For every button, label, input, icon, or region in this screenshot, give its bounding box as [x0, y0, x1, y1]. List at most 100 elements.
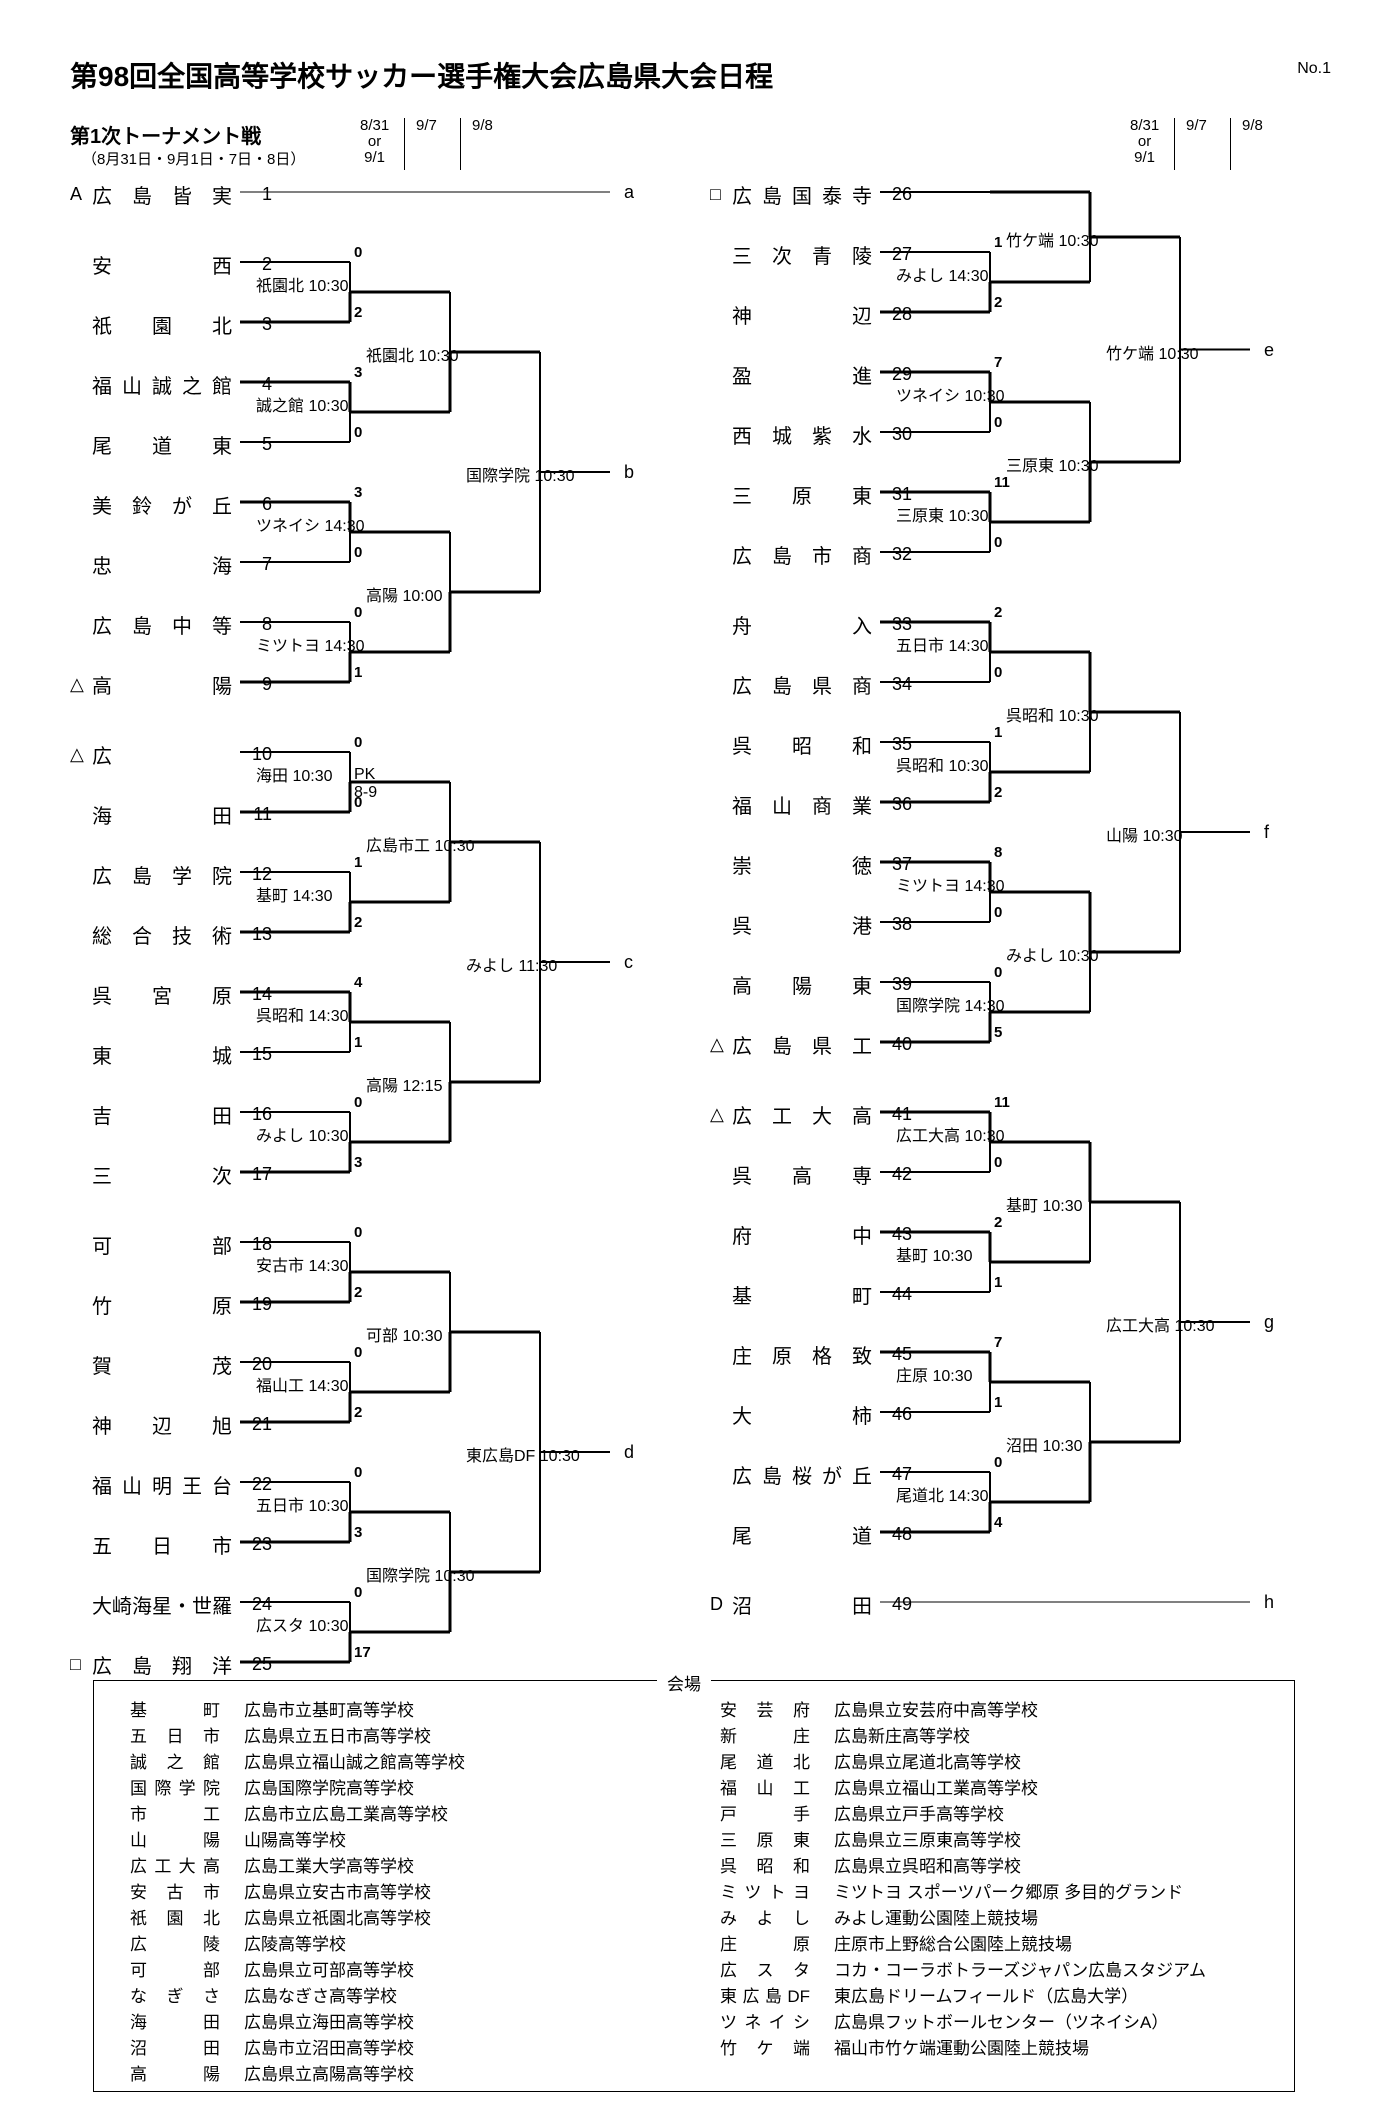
score: 1	[354, 854, 362, 871]
match-venue: 安古市 14:30	[256, 1252, 349, 1276]
venue-row: 三原東広島県立三原東高等学校	[720, 1828, 1206, 1854]
date-col: 9/7	[416, 118, 437, 134]
team-number: 42	[872, 1164, 912, 1185]
score: 4	[994, 1514, 1002, 1531]
team-row: 呉昭和35	[710, 730, 912, 759]
score: 0	[994, 964, 1002, 981]
score: 1	[354, 664, 362, 681]
venue-row: 高 陽広島県立高陽高等学校	[130, 2062, 465, 2088]
team-number: 17	[232, 1164, 272, 1185]
score: 3	[354, 484, 362, 501]
team-name: 崇 徳	[732, 850, 872, 879]
team-number: 32	[872, 544, 912, 565]
team-row: 呉高専42	[710, 1160, 912, 1189]
team-row: 三 次17	[70, 1160, 272, 1189]
team-name: 高陽東	[732, 970, 872, 999]
venue-row: 尾道北広島県立尾道北高等学校	[720, 1750, 1206, 1776]
score: 0	[354, 1464, 362, 1481]
match-venue: 祇園北 10:30	[366, 342, 459, 366]
team-number: 7	[232, 554, 272, 575]
team-name: 五日市	[92, 1530, 232, 1559]
venue-row: 新 庄広島新庄高等学校	[720, 1724, 1206, 1750]
team-number: 30	[872, 424, 912, 445]
team-name: 賀 茂	[92, 1350, 232, 1379]
venue-col-left: 基町広島市立基町高等学校五日市広島県立五日市高等学校誠之館広島県立福山誠之館高等…	[130, 1698, 465, 2088]
score: 0	[354, 1584, 362, 1601]
venue-row: 誠之館広島県立福山誠之館高等学校	[130, 1750, 465, 1776]
team-row: 大崎海星・世羅24	[70, 1590, 272, 1619]
team-name: 広島県商	[732, 670, 872, 699]
team-name: 高 陽	[92, 670, 232, 699]
date-col: 8/31 or 9/1	[1130, 118, 1159, 166]
team-number: 26	[872, 184, 912, 205]
team-row: 三次青陵27	[710, 240, 912, 269]
venue-row: 市 工広島市立広島工業高等学校	[130, 1802, 465, 1828]
venue-row: 山 陽山陽高等学校	[130, 1828, 465, 1854]
team-number: 46	[872, 1404, 912, 1425]
team-number: 19	[232, 1294, 272, 1315]
venue-row: 安芸府広島県立安芸府中高等学校	[720, 1698, 1206, 1724]
team-name: 総合技術	[92, 920, 232, 949]
team-row: 西城紫水30	[710, 420, 912, 449]
team-name: 広島学院	[92, 860, 232, 889]
score: 0	[994, 1154, 1002, 1171]
venue-row: ツネイシ広島県フットボールセンター（ツネイシA）	[720, 2010, 1206, 2036]
team-name: 神 辺	[732, 300, 872, 329]
date-col: 9/7	[1186, 118, 1207, 134]
team-name: 大 柿	[732, 1400, 872, 1429]
score: 0	[354, 794, 362, 811]
venue-row: 庄原庄原市上野総合公園陸上競技場	[720, 1932, 1206, 1958]
team-name: 呉宮原	[92, 980, 232, 1009]
venue-row: 呉昭和広島県立呉昭和高等学校	[720, 1854, 1206, 1880]
team-name: 福山商業	[732, 790, 872, 819]
team-name: 忠 海	[92, 550, 232, 579]
score: 5	[994, 1024, 1002, 1041]
team-row: 安 西2	[70, 250, 272, 279]
venue-row: みよしみよし運動公園陸上競技場	[720, 1906, 1206, 1932]
score: 0	[994, 534, 1002, 551]
team-row: 賀 茂20	[70, 1350, 272, 1379]
team-name: 神辺旭	[92, 1410, 232, 1439]
score: 2	[354, 304, 362, 321]
team-row: 崇 徳37	[710, 850, 912, 879]
venue-row: 基町広島市立基町高等学校	[130, 1698, 465, 1724]
match-venue: 竹ケ端 10:30	[1106, 340, 1199, 364]
score: 2	[994, 1214, 1002, 1231]
score: 1	[994, 234, 1002, 251]
team-number: 34	[872, 674, 912, 695]
venue-row: 国際学院広島国際学院高等学校	[130, 1776, 465, 1802]
score: 0	[994, 1454, 1002, 1471]
venue-col-right: 安芸府広島県立安芸府中高等学校新 庄広島新庄高等学校尾道北広島県立尾道北高等学校…	[720, 1698, 1206, 2062]
team-row: 盈 進29	[710, 360, 912, 389]
score: 1	[994, 724, 1002, 741]
match-venue: 竹ケ端 10:30	[1006, 227, 1099, 251]
venue-row: 東広島DF東広島ドリームフィールド（広島大学）	[720, 1984, 1206, 2010]
match-venue: 高陽 10:00	[366, 582, 443, 606]
match-venue: 呉昭和 14:30	[256, 1002, 349, 1026]
match-venue: 尾道北 14:30	[896, 1482, 989, 1506]
team-row: 竹 原19	[70, 1290, 272, 1319]
match-venue: 沼田 10:30	[1006, 1432, 1083, 1456]
match-venue: 広スタ 10:30	[256, 1612, 349, 1636]
score: 17	[354, 1644, 371, 1661]
score: 7	[994, 1334, 1002, 1351]
score: 2	[994, 294, 1002, 311]
match-venue: 誠之館 10:30	[256, 392, 349, 416]
team-number: 11	[232, 804, 272, 825]
team-name: 尾 道	[732, 1520, 872, 1549]
team-row: □広島国泰寺26	[710, 180, 912, 209]
score: 11	[994, 474, 1010, 491]
team-number: 49	[872, 1594, 912, 1615]
match-venue: 海田 10:30	[256, 762, 333, 786]
match-venue: 広工大高 10:30	[1106, 1312, 1215, 1336]
team-name: 呉高専	[732, 1160, 872, 1189]
team-name: 広島市商	[732, 540, 872, 569]
score: 0	[994, 664, 1002, 681]
score: 0	[354, 1094, 362, 1111]
venue-row: 戸 手広島県立戸手高等学校	[720, 1802, 1206, 1828]
team-name: 広島中等	[92, 610, 232, 639]
team-name: 広	[92, 740, 232, 769]
team-row: 福山誠之館4	[70, 370, 272, 399]
team-name: 祇園北	[92, 310, 232, 339]
team-name: 広工大高	[732, 1100, 872, 1129]
